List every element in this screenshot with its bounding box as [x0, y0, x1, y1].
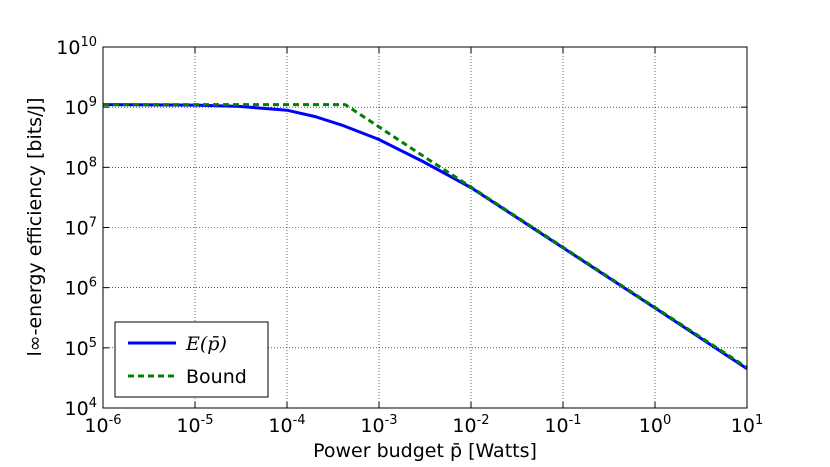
x-tick-label: 10-3: [360, 413, 397, 437]
x-tick-label: 101: [731, 413, 763, 437]
legend: E(p̄) Bound: [114, 321, 269, 398]
x-axis-label: Power budget p̄ [Watts]: [313, 440, 537, 462]
y-tick-label: 105: [65, 336, 97, 360]
series-layer: [102, 103, 748, 370]
y-tick-labels: 104 105 106 107 108 109 1010: [56, 35, 97, 420]
y-tick-label: 104: [65, 396, 97, 420]
legend-label-bound: Bound: [186, 366, 247, 388]
x-tick-label: 10-5: [176, 413, 213, 437]
legend-box: [114, 321, 269, 398]
y-tick-label: 1010: [56, 35, 97, 59]
x-tick-label: 10-1: [544, 413, 581, 437]
legend-label-e: E(p̄): [185, 333, 227, 355]
tick-marks: [102, 46, 748, 409]
y-axis-label: l∞-energy efficiency [bits/J]: [24, 98, 46, 357]
x-tick-labels: 10-6 10-5 10-4 10-3 10-2 10-1 100 101: [84, 413, 763, 437]
x-tick-label: 10-2: [452, 413, 489, 437]
y-tick-label: 109: [65, 95, 97, 119]
y-tick-label: 107: [65, 216, 97, 240]
x-tick-label: 100: [639, 413, 671, 437]
y-tick-label: 106: [65, 276, 97, 300]
x-tick-label: 10-4: [268, 413, 305, 437]
x-tick-label: 10-6: [84, 413, 121, 437]
y-tick-label: 108: [65, 155, 97, 179]
